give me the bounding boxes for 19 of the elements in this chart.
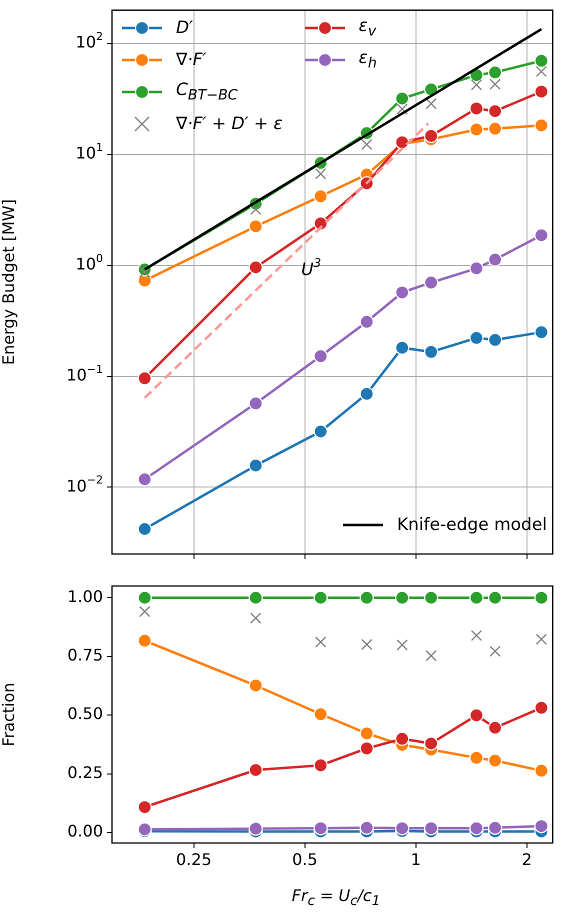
- y-axis-title: Energy Budget [MW]: [0, 199, 18, 366]
- legend-label: ε$_{h}$: [358, 48, 377, 72]
- legend-label: ∇·F′ + D′ + ε: [176, 114, 283, 134]
- y-tick-label: 1.00: [67, 586, 103, 606]
- legend-label: ε$_{v}$: [358, 16, 376, 40]
- y-axis-title: Fraction: [0, 682, 18, 746]
- y-tick-label: 0.50: [67, 704, 103, 724]
- x-tick-label: 0.25: [176, 850, 212, 869]
- y-tick-label: 0.25: [67, 762, 103, 782]
- y-tick-label: 0.00: [67, 822, 103, 841]
- legend-label: C$_{BT−BC}$: [176, 80, 238, 104]
- x-tick-label: 1: [410, 850, 421, 869]
- y-tick-label: 0.75: [67, 646, 103, 665]
- legend-label: ∇·F′: [176, 50, 206, 70]
- x-tick-label: 0.5: [292, 850, 318, 869]
- x-tick-label: 2: [522, 850, 532, 869]
- legend-label: Knife-edge model: [396, 515, 547, 535]
- legend-label: D′: [176, 18, 193, 38]
- x-axis-title: Fr$_{c}$ = U$_{c}$/c$_{1}$: [290, 886, 382, 909]
